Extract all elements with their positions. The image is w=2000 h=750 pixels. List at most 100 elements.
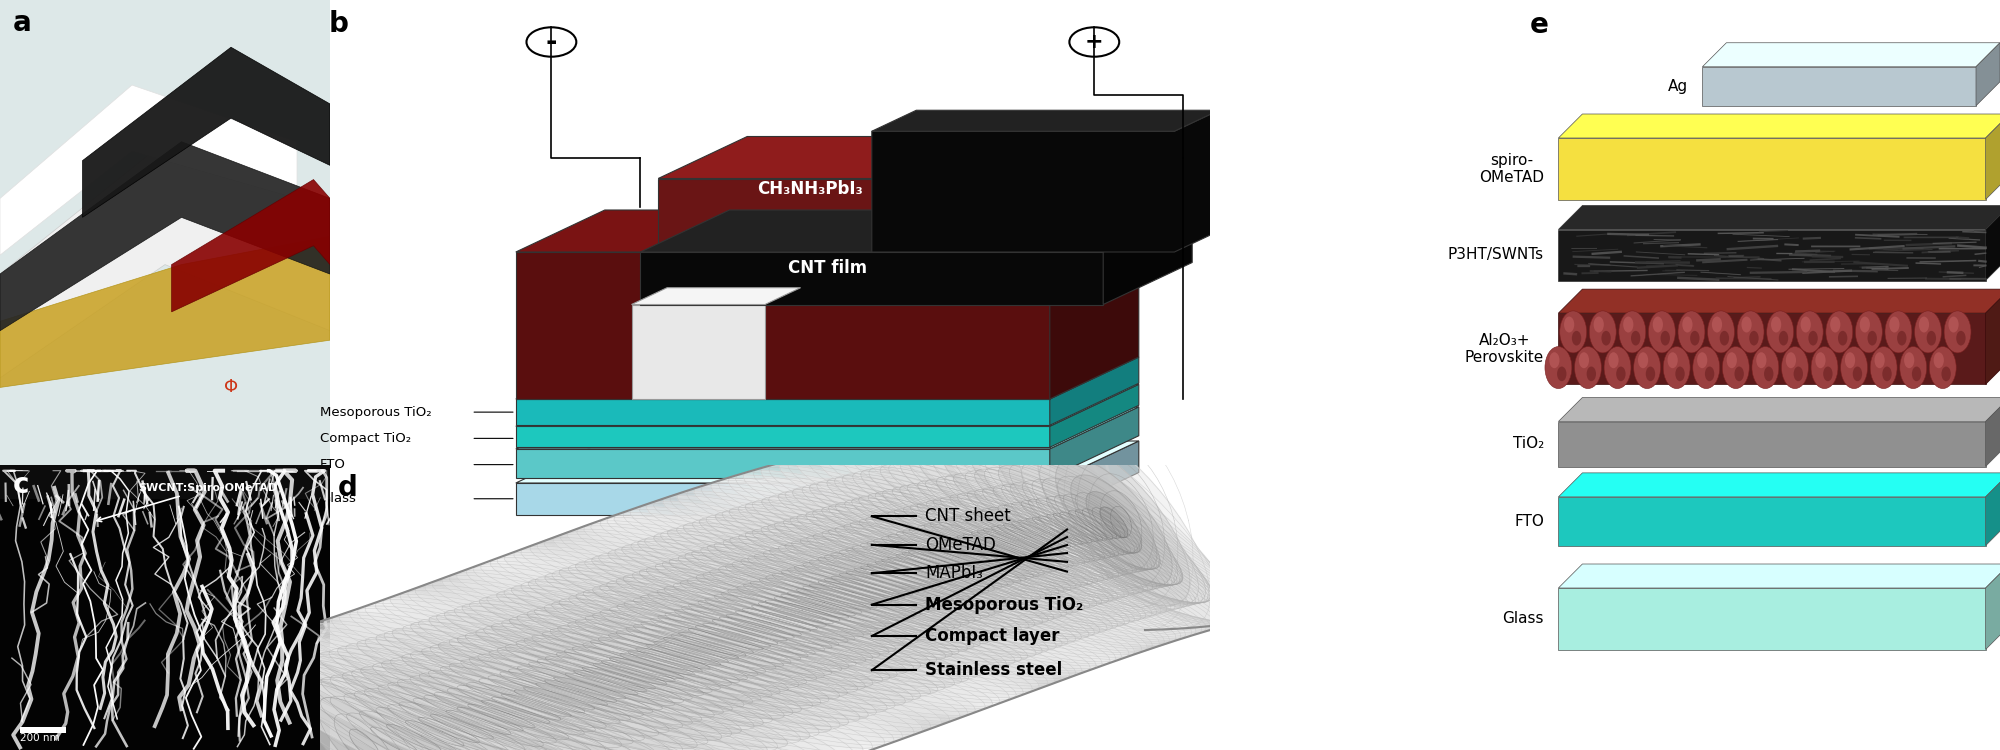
Polygon shape: [622, 544, 1028, 661]
Polygon shape: [630, 507, 1134, 658]
Polygon shape: [1068, 511, 1112, 539]
Circle shape: [1756, 352, 1766, 368]
Polygon shape: [508, 554, 1022, 696]
Polygon shape: [628, 651, 702, 672]
Polygon shape: [466, 569, 980, 712]
Polygon shape: [264, 638, 712, 750]
Polygon shape: [610, 658, 684, 679]
Polygon shape: [1056, 416, 1178, 628]
Polygon shape: [668, 496, 1158, 647]
Circle shape: [1590, 310, 1616, 353]
Polygon shape: [906, 433, 1242, 622]
Polygon shape: [544, 540, 1056, 683]
Polygon shape: [462, 604, 868, 719]
Polygon shape: [904, 506, 1104, 581]
Circle shape: [1764, 367, 1774, 381]
Polygon shape: [982, 509, 1100, 560]
Polygon shape: [694, 488, 1176, 641]
Polygon shape: [954, 473, 1178, 586]
Polygon shape: [418, 586, 930, 730]
Polygon shape: [656, 563, 968, 652]
Polygon shape: [516, 441, 1138, 483]
Polygon shape: [446, 710, 510, 734]
Circle shape: [1604, 346, 1630, 388]
Polygon shape: [590, 640, 740, 682]
Polygon shape: [282, 662, 448, 750]
Polygon shape: [712, 620, 788, 640]
Polygon shape: [1044, 416, 1186, 628]
Polygon shape: [742, 608, 818, 629]
Polygon shape: [82, 47, 330, 217]
Polygon shape: [942, 540, 1010, 563]
Polygon shape: [376, 602, 880, 748]
Text: $\Phi$: $\Phi$: [224, 379, 238, 397]
Polygon shape: [394, 595, 902, 740]
Polygon shape: [648, 592, 880, 658]
Polygon shape: [842, 474, 1188, 608]
Polygon shape: [788, 460, 1224, 626]
Polygon shape: [402, 654, 698, 748]
Polygon shape: [478, 654, 702, 722]
Polygon shape: [540, 542, 1054, 684]
Polygon shape: [674, 494, 1162, 646]
Polygon shape: [1038, 439, 1190, 606]
Circle shape: [1912, 367, 1922, 381]
Circle shape: [1618, 310, 1646, 353]
Polygon shape: [816, 453, 1234, 624]
Polygon shape: [736, 586, 886, 628]
Polygon shape: [868, 441, 1242, 622]
Polygon shape: [546, 539, 1058, 682]
Polygon shape: [246, 642, 664, 750]
Polygon shape: [558, 536, 1068, 679]
Polygon shape: [358, 608, 858, 750]
Polygon shape: [770, 548, 996, 616]
Polygon shape: [412, 589, 922, 733]
Polygon shape: [616, 604, 850, 669]
Polygon shape: [356, 640, 742, 750]
Polygon shape: [386, 724, 440, 750]
Polygon shape: [852, 498, 1128, 598]
Polygon shape: [378, 685, 578, 750]
Polygon shape: [582, 526, 1090, 670]
Polygon shape: [362, 607, 862, 750]
Polygon shape: [300, 682, 526, 750]
Polygon shape: [700, 547, 1010, 637]
Polygon shape: [816, 451, 1240, 625]
Polygon shape: [946, 427, 1234, 623]
Polygon shape: [794, 458, 1226, 626]
Polygon shape: [752, 470, 1208, 632]
Polygon shape: [694, 485, 1180, 642]
Polygon shape: [572, 646, 720, 689]
Bar: [20, 727, 66, 733]
Polygon shape: [614, 515, 1116, 662]
Polygon shape: [704, 484, 1182, 640]
Polygon shape: [568, 531, 1078, 675]
Polygon shape: [784, 543, 1008, 611]
Polygon shape: [562, 533, 1072, 677]
Polygon shape: [766, 466, 1216, 629]
Polygon shape: [762, 496, 1142, 622]
Circle shape: [1712, 316, 1722, 332]
Circle shape: [1838, 331, 1848, 346]
Polygon shape: [550, 538, 1062, 681]
Polygon shape: [1024, 418, 1198, 627]
Polygon shape: [1038, 516, 1092, 543]
Polygon shape: [440, 666, 658, 736]
Polygon shape: [774, 597, 848, 618]
Polygon shape: [792, 459, 1226, 626]
Polygon shape: [286, 631, 756, 750]
Polygon shape: [490, 558, 1010, 703]
Polygon shape: [778, 492, 1152, 619]
Polygon shape: [578, 527, 1086, 672]
Polygon shape: [1028, 500, 1128, 555]
Polygon shape: [238, 644, 618, 750]
Circle shape: [1812, 346, 1838, 388]
Circle shape: [1682, 316, 1692, 332]
Polygon shape: [802, 456, 1230, 626]
Polygon shape: [854, 444, 1242, 622]
Polygon shape: [382, 661, 670, 750]
Polygon shape: [538, 542, 1050, 685]
Polygon shape: [796, 458, 1228, 626]
Circle shape: [1956, 331, 1966, 346]
Polygon shape: [1100, 507, 1128, 538]
